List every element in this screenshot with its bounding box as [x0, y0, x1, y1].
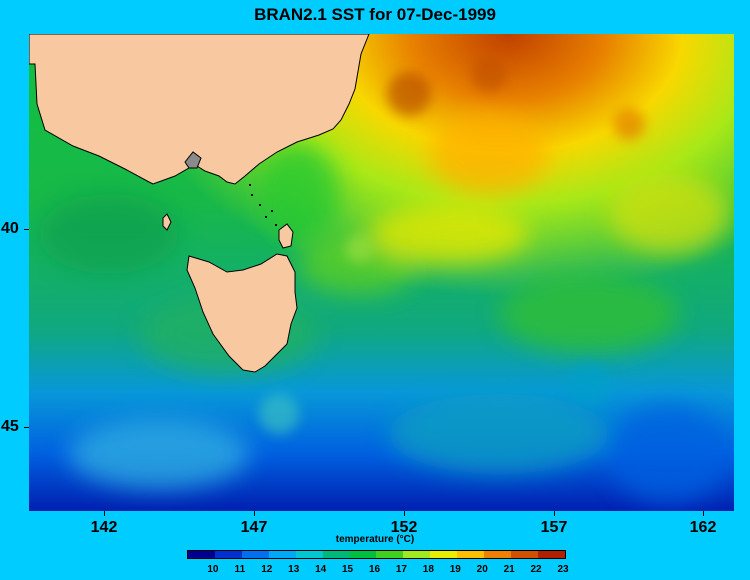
x-tickmark: [703, 511, 704, 516]
map-title: BRAN2.1 SST for 07-Dec-1999: [254, 5, 496, 24]
colorbar-swatch: [268, 551, 296, 558]
y-tick-label: 45: [1, 418, 19, 435]
x-tick-label: 162: [689, 519, 717, 536]
colorbar-swatch: [511, 551, 538, 558]
colorbar-tick-label: 16: [368, 564, 381, 575]
tasmania: [186, 253, 298, 373]
colorbar-swatch: [484, 551, 512, 558]
colorbar-swatch: [457, 551, 485, 558]
port-phillip-bay: [184, 151, 202, 169]
x-tick-label: 152: [390, 519, 418, 536]
y-tick-label: 40: [1, 220, 19, 237]
sst-map: [29, 34, 734, 511]
x-tick-label: 147: [240, 519, 268, 536]
colorbar-tick-label: 21: [503, 564, 515, 575]
y-tickmark: [24, 229, 29, 230]
colorbar-swatch: [376, 551, 404, 558]
flinders-island: [278, 223, 294, 249]
king-island: [162, 213, 172, 231]
colorbar: [187, 550, 566, 559]
colorbar-tick-label: 23: [557, 564, 569, 575]
colorbar-tick-label: 14: [315, 564, 327, 575]
colorbar-swatch: [188, 551, 215, 558]
colorbar-tick-label: 17: [395, 564, 407, 575]
colorbar-tick-label: 11: [234, 564, 246, 575]
eddy-swirls: [259, 56, 645, 434]
y-tickmark: [24, 427, 29, 428]
colorbar-tick-label: 19: [449, 564, 461, 575]
colorbar-swatch: [430, 551, 458, 558]
colorbar-swatch: [403, 551, 431, 558]
x-tickmark: [254, 511, 255, 516]
x-tickmark: [404, 511, 405, 516]
x-tick-label: 157: [540, 519, 568, 536]
colorbar-label: temperature (°C): [335, 534, 415, 545]
colorbar-tick-label: 22: [530, 564, 542, 575]
colorbar-swatch: [214, 551, 242, 558]
colorbar-swatch: [295, 551, 323, 558]
x-tickmark: [104, 511, 105, 516]
x-tickmark: [554, 511, 555, 516]
colorbar-swatch: [241, 551, 269, 558]
colorbar-tick-label: 20: [476, 564, 488, 575]
colorbar-swatch: [349, 551, 377, 558]
colorbar-tick-label: 10: [207, 564, 219, 575]
colorbar-tick-label: 13: [288, 564, 300, 575]
colorbar-swatch: [322, 551, 350, 558]
colorbar-tick-label: 12: [261, 564, 273, 575]
colorbar-tick-label: 15: [342, 564, 354, 575]
australia-mainland: [29, 34, 370, 185]
colorbar-swatch: [537, 551, 565, 558]
x-tick-label: 142: [90, 519, 118, 536]
colorbar-tick-label: 18: [422, 564, 434, 575]
bass-strait-islets: [249, 184, 277, 226]
